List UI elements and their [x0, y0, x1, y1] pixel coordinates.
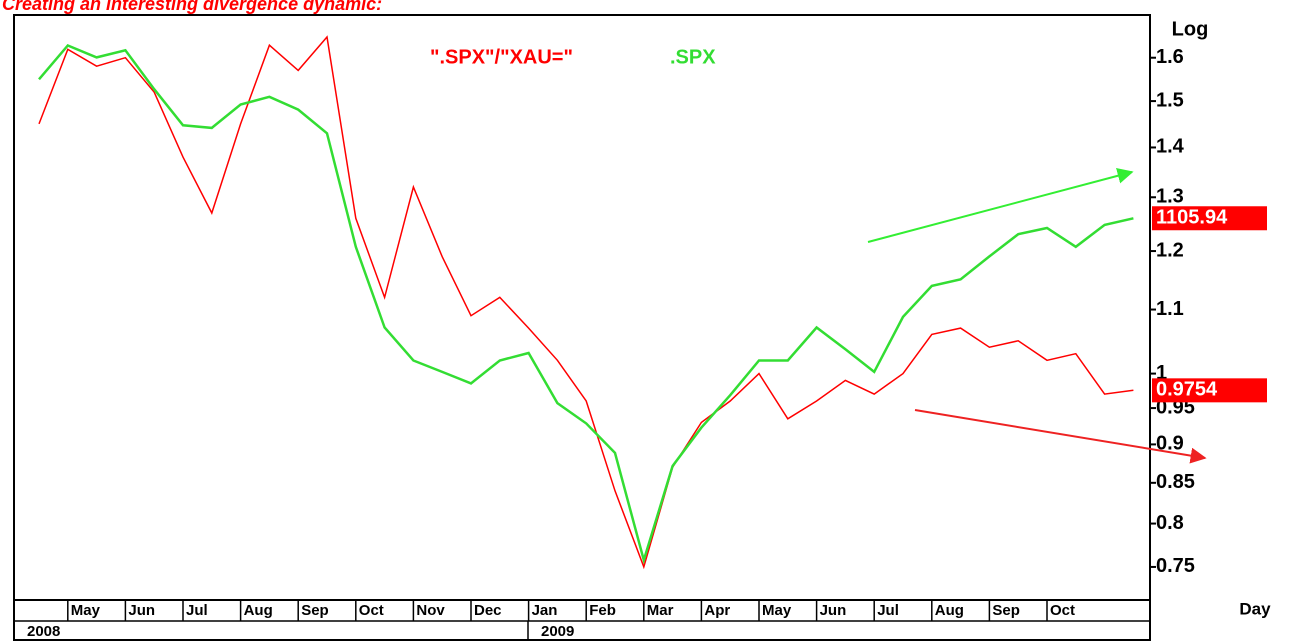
y-tick-label: 1.6	[1156, 46, 1184, 68]
y-tick-label: 0.8	[1156, 512, 1184, 534]
last-value-box	[1152, 378, 1267, 403]
y-tick-label: 1.5	[1156, 89, 1184, 111]
x-tick-label: Aug	[935, 602, 964, 619]
x-tick-label: Mar	[647, 602, 674, 619]
last-value-label: 1105.94	[1156, 207, 1228, 229]
x-tick-label: Dec	[474, 602, 502, 619]
x-tick-label: Feb	[589, 602, 616, 619]
last-value-label: 0.9754	[1156, 379, 1218, 401]
x-axis-frame	[13, 599, 1151, 641]
x-tick-label: May	[71, 602, 101, 619]
y-tick-label: 1.4	[1156, 136, 1185, 158]
x-tick-label: Jul	[186, 602, 208, 619]
year-label: 2008	[27, 623, 60, 640]
x-tick-label: Sep	[301, 602, 329, 619]
trend-arrow	[867, 167, 1134, 243]
x-tick-label: Jun	[820, 602, 847, 619]
x-tick-label: Apr	[704, 602, 730, 619]
x-tick-label: Nov	[416, 602, 445, 619]
x-tick-label: Sep	[992, 602, 1020, 619]
y-tick-label: 0.9	[1156, 433, 1184, 455]
legend-entry: .SPX	[670, 46, 716, 68]
y-tick-label: 1.1	[1156, 298, 1184, 320]
trend-arrow	[914, 409, 1207, 464]
x-axis-label: Day	[1239, 599, 1271, 618]
series-line	[38, 35, 1134, 570]
y-tick-label: 1.2	[1156, 239, 1184, 261]
x-tick-label: Jun	[128, 602, 155, 619]
x-tick-label: Jan	[532, 602, 558, 619]
y-tick-label: 0.85	[1156, 471, 1195, 493]
year-label: 2009	[541, 623, 574, 640]
x-tick-label: Aug	[244, 602, 273, 619]
legend-entry: ".SPX"/"XAU="	[430, 46, 573, 68]
series-line	[38, 43, 1134, 565]
x-tick-label: May	[762, 602, 792, 619]
x-tick-label: Oct	[1050, 602, 1075, 619]
y-tick-label: 1	[1156, 362, 1167, 384]
y-axis-label: Log	[1172, 18, 1209, 40]
x-tick-label: Jul	[877, 602, 899, 619]
x-tick-label: Oct	[359, 602, 384, 619]
y-tick-label: 0.75	[1156, 555, 1195, 577]
chart-title: Creating an interesting divergence dynam…	[2, 0, 382, 14]
y-tick-label: 1.3	[1156, 186, 1184, 208]
last-value-box	[1152, 206, 1267, 231]
